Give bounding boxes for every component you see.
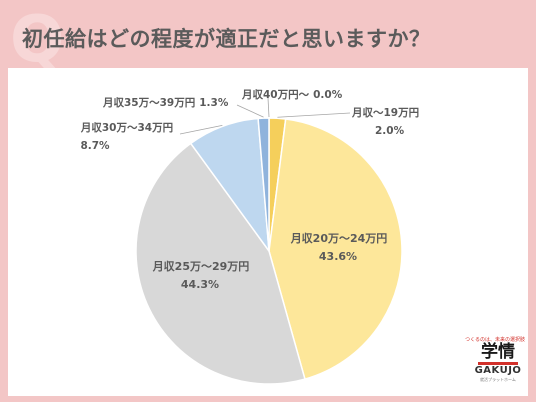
slice-pct-0: 2.0%: [375, 125, 405, 137]
logo-bar: [478, 362, 518, 365]
leader-line-0: [277, 112, 351, 118]
logo-name-en: GAKUJO: [474, 365, 522, 376]
slice-pct-3: 8.7%: [80, 140, 110, 152]
pie-slice-2: [135, 142, 306, 385]
slice-label-1: 月収20万～24万円: [290, 232, 388, 245]
slice-label-4-name: 月収35万～39万円: [102, 97, 195, 109]
leader-line-5: [267, 97, 270, 118]
slice-label-3: 月収30万～34万円: [80, 122, 173, 134]
pie-slice-1: [268, 118, 403, 380]
slice-label-2: 月収25万～29万円: [152, 260, 250, 273]
q-icon: Q: [10, 3, 65, 77]
leader-line-3: [179, 124, 223, 135]
slice-label-0: 月収～19万円: [351, 107, 419, 119]
logo-name: 学情: [481, 342, 515, 362]
leader-lines: [179, 97, 351, 135]
gakujo-logo: つくるのは、未来の選択肢 学情 GAKUJO 就活プラットホーム: [465, 336, 526, 396]
leader-line-4: [236, 104, 264, 118]
slice-pct-5: 0.0%: [313, 89, 343, 101]
slice-pct-1: 43.6%: [319, 250, 357, 263]
pie-slices: [135, 117, 403, 385]
page-title: 初任給はどの程度が適正だと思いますか？: [22, 27, 431, 51]
header: Q 初任給はどの程度が適正だと思いますか？: [0, 0, 536, 77]
slice-label-5: 月収40万円～ 0.0%: [241, 89, 343, 101]
slice-pct-4: 1.3%: [199, 97, 229, 109]
slice-pct-2: 44.3%: [181, 278, 219, 291]
slice-label-4: 月収35万～39万円 1.3%: [102, 97, 229, 109]
pie-slice-4: [257, 117, 270, 252]
slice-label-5-name: 月収40万円～: [241, 89, 310, 101]
logo-foot: 就活プラットホーム: [480, 377, 516, 382]
logo-tagline: つくるのは、未来の選択肢: [465, 337, 525, 343]
